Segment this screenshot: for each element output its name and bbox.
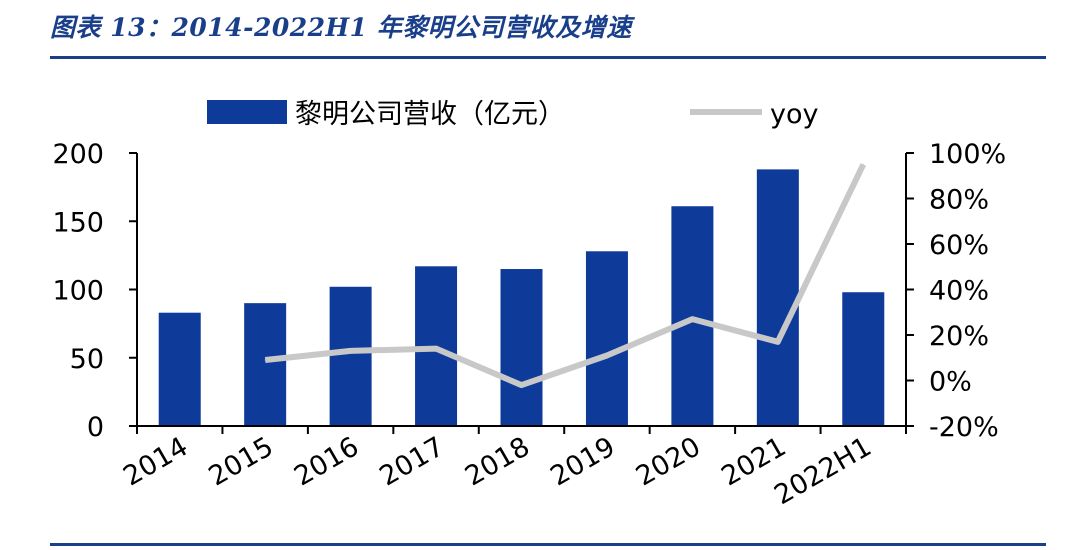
yoy-line-series bbox=[264, 163, 867, 389]
figure-title: 图表 13：2014-2022H1 年黎明公司营收及增速 bbox=[50, 13, 632, 42]
yoy-point-2017 bbox=[435, 348, 437, 350]
right-tick-label: 80% bbox=[929, 185, 989, 216]
x-tick-label: 2015 bbox=[204, 431, 279, 492]
right-tick-label: -20% bbox=[929, 412, 999, 443]
bottom-divider bbox=[50, 543, 1046, 546]
left-tick-label: 100 bbox=[52, 276, 104, 307]
x-tick-label: 2018 bbox=[460, 431, 535, 492]
legend-line-label: yoy bbox=[770, 99, 818, 130]
bar-2016 bbox=[329, 286, 372, 426]
yoy-point-2021 bbox=[777, 341, 779, 343]
left-tick-label: 150 bbox=[52, 207, 104, 238]
legend-bar-label: 黎明公司营收（亿元） bbox=[295, 99, 565, 130]
left-axis-ticks: 0 50 100 150 200 bbox=[52, 139, 137, 443]
left-tick-label: 200 bbox=[52, 139, 104, 170]
title-divider bbox=[50, 56, 1046, 59]
bar-2019 bbox=[585, 251, 628, 426]
yoy-point-2020 bbox=[691, 318, 693, 320]
bar-2018 bbox=[500, 269, 543, 426]
right-tick-label: 40% bbox=[929, 276, 989, 307]
yoy-point-2019 bbox=[606, 354, 608, 356]
yoy-point-2015 bbox=[264, 359, 266, 361]
right-axis-ticks: -20% 0% 20% 40% 60% 80% 100% bbox=[906, 139, 1006, 443]
left-tick-label: 50 bbox=[70, 344, 104, 375]
yoy-point-2022H1 bbox=[862, 163, 864, 165]
yoy-point-2016 bbox=[350, 350, 352, 352]
x-tick-label: 2017 bbox=[375, 431, 450, 492]
chart-legend: 黎明公司营收（亿元） yoy bbox=[207, 99, 818, 130]
right-tick-label: 60% bbox=[929, 230, 989, 261]
x-tick-label: 2014 bbox=[118, 431, 193, 492]
x-tick-label: 2016 bbox=[289, 431, 364, 492]
x-tick-label: 2019 bbox=[545, 431, 620, 492]
right-tick-label: 0% bbox=[929, 367, 972, 398]
yoy-point-2018 bbox=[521, 384, 522, 386]
right-tick-label: 100% bbox=[929, 139, 1006, 170]
right-tick-label: 20% bbox=[929, 321, 989, 352]
x-tick-label: 2022H1 bbox=[769, 431, 876, 511]
bar-2015 bbox=[244, 303, 287, 426]
yoy-line bbox=[264, 163, 867, 389]
bar-2022H1 bbox=[842, 292, 885, 426]
left-tick-label: 0 bbox=[87, 412, 104, 443]
legend-bar-swatch bbox=[207, 100, 287, 124]
bar-2021 bbox=[756, 169, 799, 426]
x-tick-label: 2020 bbox=[631, 431, 706, 492]
bar-2014 bbox=[158, 312, 201, 426]
